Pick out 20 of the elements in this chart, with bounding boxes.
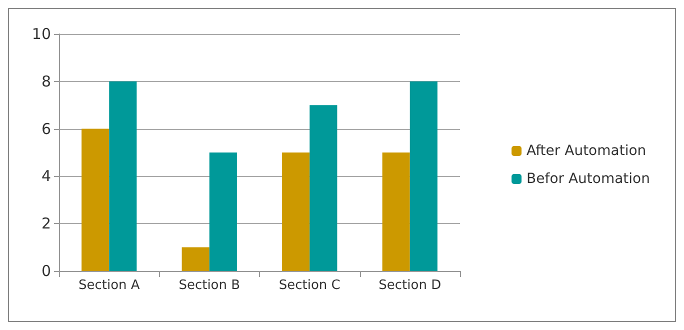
legend-label: Befor Automation: [526, 171, 650, 187]
y-tick-label: 8: [41, 72, 51, 90]
x-tick-label: Section C: [278, 278, 340, 293]
bar: [382, 152, 410, 271]
bar: [410, 81, 438, 271]
bar: [82, 128, 110, 271]
y-tick-label: 2: [41, 214, 51, 233]
bar: [182, 247, 210, 271]
bar: [209, 152, 237, 271]
bar: [310, 105, 338, 271]
y-tick-label: 0: [41, 262, 51, 280]
bar: [109, 81, 137, 271]
legend-label: After Automation: [526, 143, 646, 159]
x-tick-label: Section D: [378, 278, 442, 293]
x-tick-label: Section A: [78, 278, 140, 293]
y-tick-label: 10: [32, 25, 51, 43]
y-tick-label: 6: [41, 120, 51, 138]
x-tick-label: Section B: [178, 278, 240, 293]
y-tick-label: 4: [41, 167, 51, 186]
bar: [282, 152, 310, 271]
